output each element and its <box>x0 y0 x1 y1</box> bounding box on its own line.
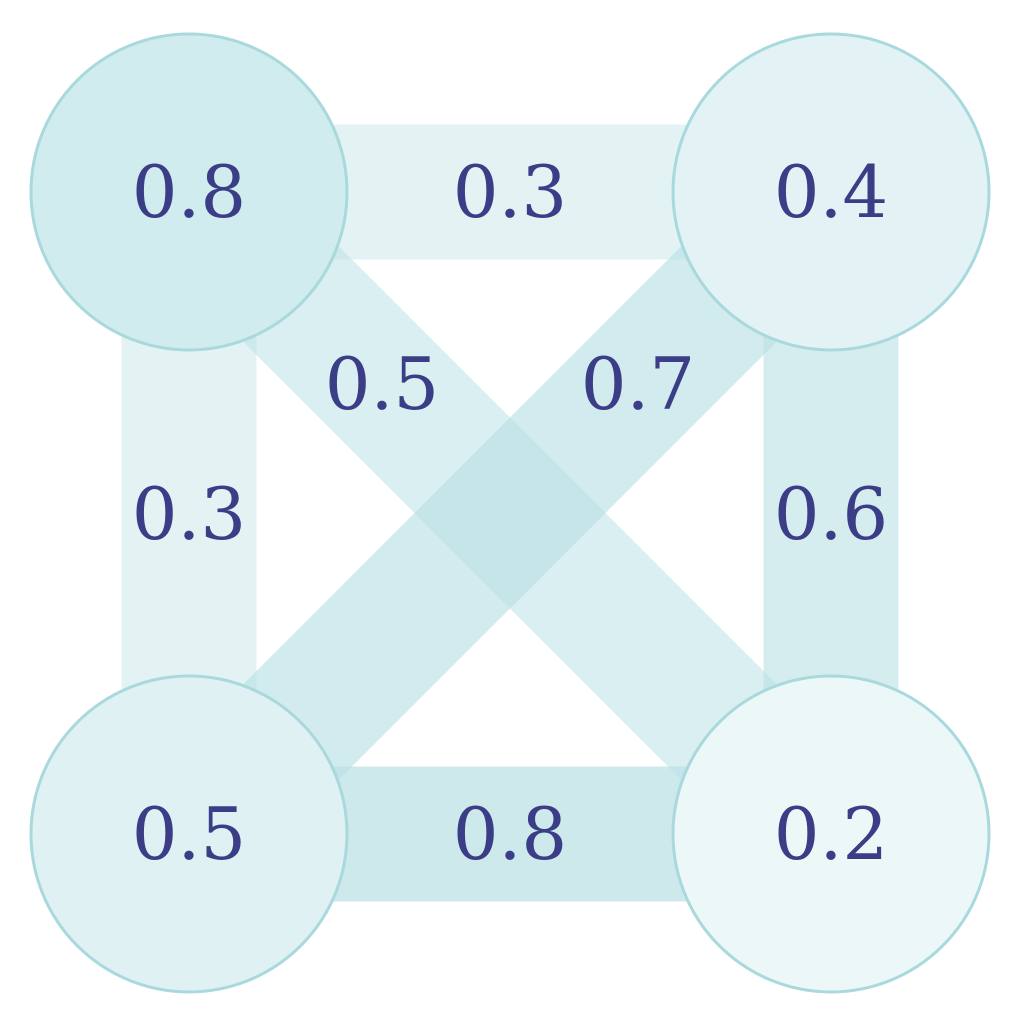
node-bottom-right <box>671 674 991 994</box>
node-label-bottom-right: 0.2 <box>774 792 889 876</box>
node-label-top-right: 0.4 <box>774 150 889 234</box>
nodes-layer <box>29 32 991 994</box>
edge-label-diag-up: 0.7 <box>581 342 696 426</box>
labels-layer: 0.3 0.3 0.5 0.7 0.6 0.8 0.8 0.4 0.5 0.2 <box>132 150 889 876</box>
edge-label-bottom: 0.8 <box>453 792 568 876</box>
edge-label-right: 0.6 <box>774 472 889 556</box>
edge-label-top: 0.3 <box>453 150 568 234</box>
node-top-left <box>29 32 349 352</box>
node-top-right <box>671 32 991 352</box>
edge-label-left: 0.3 <box>132 472 247 556</box>
node-bottom-left <box>29 674 349 994</box>
node-backdrop-bottom-right <box>673 676 989 992</box>
edge-label-diag-down: 0.5 <box>325 342 440 426</box>
node-label-bottom-left: 0.5 <box>132 792 247 876</box>
node-label-top-left: 0.8 <box>132 150 247 234</box>
